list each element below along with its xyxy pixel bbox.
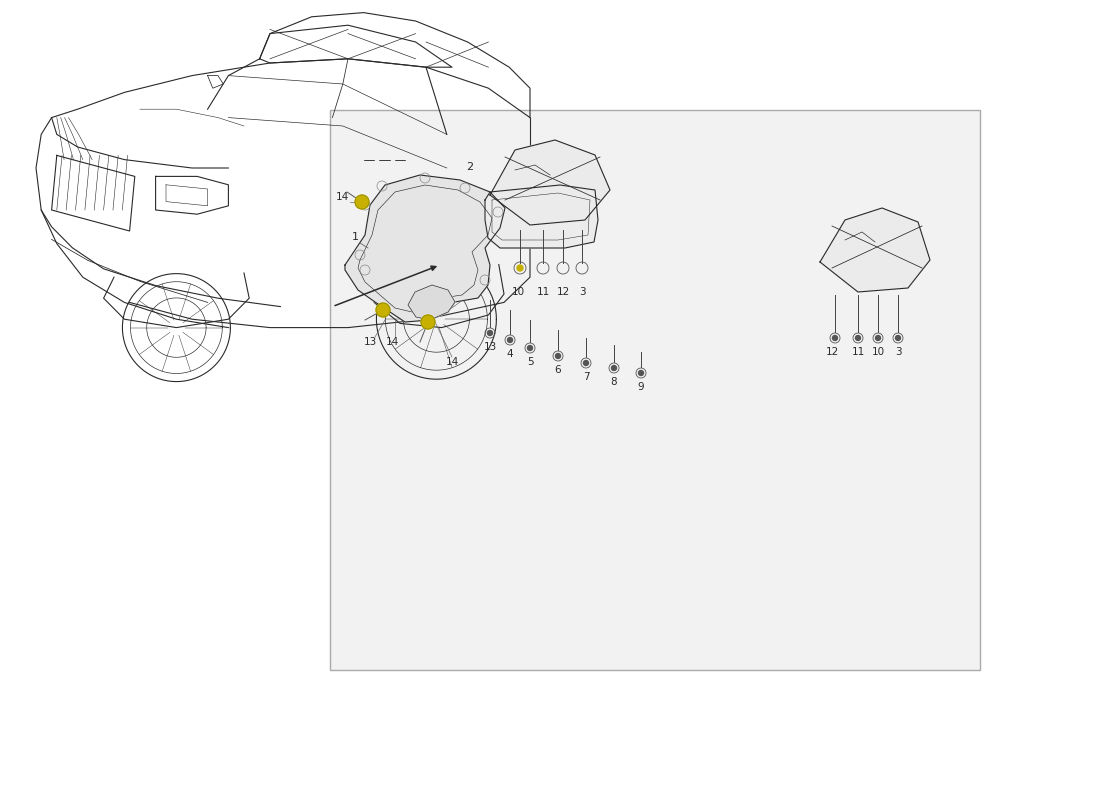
Polygon shape	[820, 208, 930, 292]
Text: 10: 10	[871, 347, 884, 357]
Text: 8: 8	[610, 377, 617, 387]
Text: eurospares: eurospares	[587, 158, 972, 402]
Text: 5: 5	[527, 357, 534, 367]
Polygon shape	[490, 140, 610, 225]
Circle shape	[528, 346, 532, 350]
Circle shape	[583, 361, 588, 366]
Circle shape	[876, 335, 880, 341]
Text: 6: 6	[554, 365, 561, 375]
Text: 9: 9	[638, 382, 645, 392]
Text: 2: 2	[466, 162, 474, 172]
Text: 12: 12	[825, 347, 838, 357]
Circle shape	[376, 303, 390, 317]
Circle shape	[833, 335, 837, 341]
Circle shape	[507, 338, 513, 342]
Circle shape	[517, 265, 522, 271]
Text: 7: 7	[583, 372, 590, 382]
Text: 14: 14	[446, 357, 459, 367]
Circle shape	[638, 370, 644, 375]
Text: 4: 4	[507, 349, 514, 359]
Circle shape	[556, 354, 561, 358]
Circle shape	[487, 330, 493, 335]
Polygon shape	[485, 185, 598, 248]
Text: 3: 3	[579, 287, 585, 297]
Text: 13: 13	[363, 337, 376, 347]
Circle shape	[612, 366, 616, 370]
Text: 11: 11	[851, 347, 865, 357]
Text: 13: 13	[483, 342, 496, 352]
Circle shape	[355, 195, 368, 209]
Text: 14: 14	[336, 192, 349, 202]
Text: 10: 10	[512, 287, 525, 297]
Circle shape	[895, 335, 901, 341]
FancyBboxPatch shape	[330, 110, 980, 670]
Text: 3: 3	[894, 347, 901, 357]
Text: 11: 11	[537, 287, 550, 297]
Circle shape	[421, 315, 434, 329]
Text: 14: 14	[385, 337, 398, 347]
Text: a passion for parts since 1985: a passion for parts since 1985	[636, 358, 924, 522]
Text: 1: 1	[352, 232, 359, 242]
Text: 12: 12	[557, 287, 570, 297]
Polygon shape	[408, 285, 455, 320]
Polygon shape	[345, 175, 505, 322]
Circle shape	[856, 335, 860, 341]
